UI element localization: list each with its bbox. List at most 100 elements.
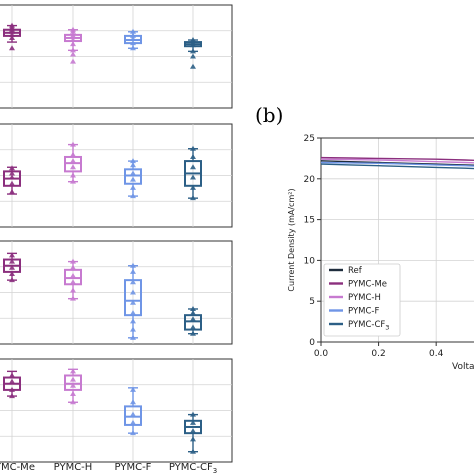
category-label: PYMC-H bbox=[54, 462, 93, 473]
data-point bbox=[130, 299, 136, 305]
data-point bbox=[70, 273, 76, 279]
box-iqr bbox=[124, 168, 142, 185]
data-point bbox=[130, 326, 136, 332]
box-pymc-cf3 bbox=[184, 411, 202, 454]
box-pymc-f bbox=[124, 262, 142, 340]
data-point bbox=[190, 330, 196, 336]
data-point bbox=[190, 428, 196, 434]
box-iqr bbox=[64, 155, 82, 173]
data-point bbox=[130, 184, 136, 190]
legend-box bbox=[323, 263, 401, 337]
jv-curve-panel: 0 5 10 15 20 25 0.0 0.2 0.4 Current Density (mA/c… bbox=[287, 134, 474, 372]
legend-entry: PYMC-F bbox=[348, 307, 379, 317]
data-point bbox=[130, 35, 136, 41]
data-point bbox=[190, 324, 196, 330]
category-label: PYMC-F bbox=[115, 462, 152, 473]
series-line-pymc-f bbox=[320, 161, 474, 167]
category-label: PYMC-CF3 bbox=[169, 462, 217, 474]
data-point bbox=[190, 53, 196, 59]
data-point bbox=[190, 174, 196, 180]
data-point bbox=[130, 310, 136, 316]
box-panel-2 bbox=[0, 123, 233, 228]
data-point bbox=[70, 382, 76, 388]
data-point bbox=[190, 184, 196, 190]
legend-entry: Ref bbox=[348, 266, 363, 276]
box-pymc-h bbox=[64, 368, 82, 405]
box-pymc-f bbox=[124, 386, 142, 436]
legend-entry-sub: 3 bbox=[385, 324, 389, 332]
legend-entry-main: PYMC-F bbox=[348, 307, 379, 317]
box-pymc-h bbox=[64, 26, 82, 64]
box-pymc-me bbox=[3, 370, 21, 399]
data-point bbox=[190, 63, 196, 69]
y-tick-label: 0 bbox=[309, 338, 315, 348]
data-point bbox=[190, 40, 196, 46]
data-point bbox=[130, 162, 136, 168]
data-point bbox=[9, 252, 15, 258]
y-tick-label: 5 bbox=[309, 297, 315, 307]
data-point bbox=[130, 279, 136, 285]
data-point bbox=[190, 145, 196, 151]
data-point bbox=[9, 180, 15, 186]
series-line-pymc-me bbox=[320, 156, 474, 162]
data-point bbox=[70, 164, 76, 170]
data-point bbox=[130, 334, 136, 340]
data-point bbox=[130, 399, 136, 405]
y-tick-label: 10 bbox=[304, 256, 316, 266]
data-point bbox=[70, 287, 76, 293]
data-point bbox=[70, 391, 76, 397]
box-pymc-cf3 bbox=[184, 305, 202, 336]
data-point bbox=[9, 264, 15, 270]
panel-label-b: (b) bbox=[255, 103, 283, 127]
data-point bbox=[190, 310, 196, 316]
box-iqr bbox=[124, 405, 142, 426]
data-point bbox=[130, 430, 136, 436]
data-point bbox=[190, 448, 196, 454]
legend-entry-main: PYMC-Me bbox=[348, 280, 387, 290]
data-point bbox=[9, 393, 15, 399]
data-point bbox=[9, 45, 15, 51]
y-tick-label: 25 bbox=[304, 134, 315, 144]
box-panel-4 bbox=[0, 358, 233, 463]
data-point bbox=[130, 193, 136, 199]
data-point bbox=[190, 164, 196, 170]
data-point bbox=[130, 176, 136, 182]
box-pymc-cf3 bbox=[184, 37, 202, 69]
data-point bbox=[9, 386, 15, 392]
data-point bbox=[130, 28, 136, 34]
data-point bbox=[190, 37, 196, 43]
category-labels: PYMC-Me PYMC-H PYMC-F PYMC-CF3 bbox=[0, 462, 217, 474]
data-point bbox=[9, 31, 15, 37]
data-point bbox=[70, 32, 76, 38]
y-tick-label: 15 bbox=[304, 216, 315, 226]
data-point bbox=[9, 170, 15, 176]
data-point bbox=[130, 268, 136, 274]
data-point bbox=[130, 386, 136, 392]
category-label-sub: 3 bbox=[213, 467, 217, 474]
data-point bbox=[70, 264, 76, 270]
y-axis-label: Current Density (mA/cm²) bbox=[287, 188, 296, 291]
data-point bbox=[9, 188, 15, 194]
y-tick-label: 20 bbox=[304, 175, 316, 185]
data-point bbox=[190, 48, 196, 54]
data-point bbox=[130, 45, 136, 51]
box-pymc-h bbox=[64, 141, 82, 184]
data-point bbox=[70, 399, 76, 405]
category-label-main: PYMC-CF bbox=[169, 462, 213, 473]
data-point bbox=[70, 37, 76, 43]
series-line-pymc-h bbox=[320, 158, 474, 164]
data-point bbox=[9, 165, 15, 171]
data-point bbox=[70, 151, 76, 157]
data-point bbox=[190, 195, 196, 201]
category-label-main: PYMC-H bbox=[54, 462, 93, 473]
data-point bbox=[70, 26, 76, 32]
data-point bbox=[70, 258, 76, 264]
legend-entry-main: Ref bbox=[348, 266, 363, 276]
data-point bbox=[70, 368, 76, 374]
category-label-main: PYMC-F bbox=[115, 462, 152, 473]
box-iqr bbox=[64, 268, 82, 286]
series-line-ref bbox=[320, 160, 474, 166]
data-point bbox=[70, 141, 76, 147]
data-point bbox=[70, 158, 76, 164]
